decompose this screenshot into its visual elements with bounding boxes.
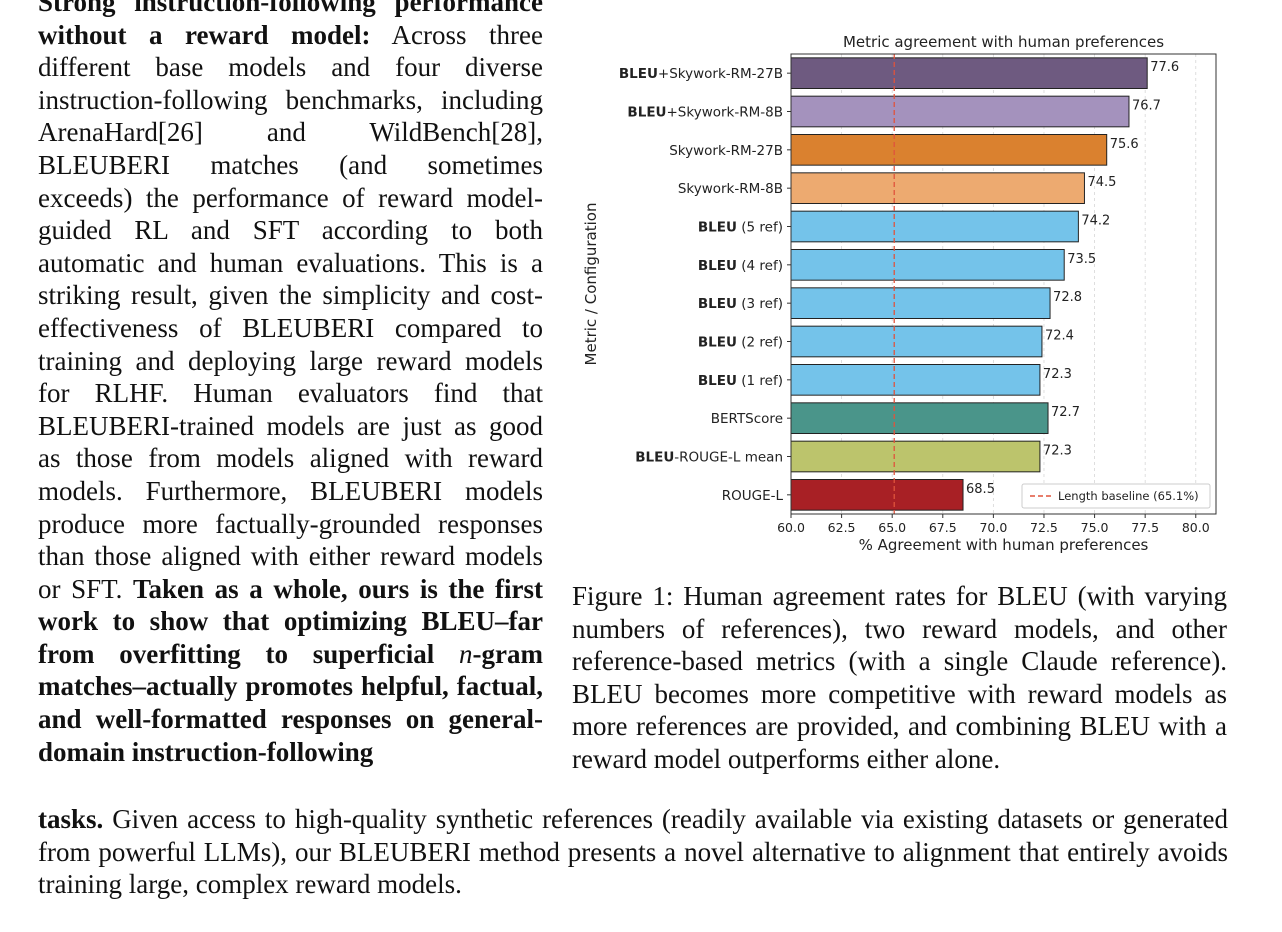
y-tick-label: BLEU (2 ref) (698, 335, 783, 351)
y-tick-label: BLEU (1 ref) (698, 373, 783, 389)
y-tick-label: Skywork-RM-27B (669, 143, 783, 159)
bold-claim-part2: -gram matches–actually promotes helpful,… (38, 638, 543, 767)
bar (790, 440, 1041, 473)
bottom-bold-start: tasks. (38, 804, 104, 834)
math-n: n (459, 638, 473, 669)
bar-value-label: 72.8 (1053, 290, 1082, 305)
bar (790, 402, 1049, 435)
bar (790, 57, 1148, 89)
bar-value-label: 77.6 (1150, 60, 1179, 75)
legend-label: Length baseline (65.1%) (1058, 489, 1199, 503)
figure-caption: Figure 1: Human agreement rates for BLEU… (572, 581, 1227, 774)
x-tick-label: 62.5 (828, 520, 856, 535)
y-tick-label: BLEU+Skywork-RM-27B (619, 66, 783, 82)
y-tick-label: BLEU+Skywork-RM-8B (627, 105, 783, 121)
y-tick-label: Skywork-RM-8B (678, 181, 783, 197)
lead-bold-heading: Strong instruction-following performance… (38, 0, 543, 50)
x-tick-label: 75.0 (1081, 520, 1109, 535)
bar-chart-svg: 77.6 BLEU+Skywork-RM-27B 76.7 BLEU+Skywork-… (582, 33, 1217, 554)
bar (790, 325, 1043, 358)
bar-value-label: 68.5 (966, 482, 995, 497)
y-tick-label: BLEU (5 ref) (698, 220, 783, 236)
bold-claim-part1: Taken as a whole, ours is the first work… (38, 573, 543, 669)
x-tick-label: 70.0 (979, 520, 1007, 535)
bar (790, 249, 1065, 281)
bottom-paragraph: tasks. Given access to high-quality synt… (38, 803, 1228, 901)
chart-title: Metric agreement with human preferences (843, 33, 1164, 51)
y-tick-label: ROUGE-L (722, 488, 784, 504)
y-tick-label: BLEU (3 ref) (698, 296, 783, 312)
bar-value-label: 72.3 (1043, 444, 1072, 459)
bar-value-label: 76.7 (1132, 99, 1161, 114)
bar (790, 134, 1108, 166)
x-tick-label: 77.5 (1131, 520, 1159, 535)
bar (790, 479, 964, 511)
x-tick-label: 67.5 (929, 520, 957, 535)
legend-box (1021, 483, 1211, 509)
plot-frame (790, 53, 1217, 515)
y-axis-label: Metric / Configuration (582, 203, 600, 366)
bar (790, 210, 1079, 243)
bar (790, 364, 1041, 396)
figure-1-chart: 77.6 BLEU+Skywork-RM-27B 76.7 BLEU+Skywork-… (574, 30, 1234, 560)
bar-value-label: 74.2 (1081, 214, 1110, 229)
y-tick-label: BLEU (4 ref) (698, 258, 783, 274)
bar (790, 95, 1130, 128)
bottom-paragraph-text: Given access to high-quality synthetic r… (38, 804, 1229, 900)
x-tick-label: 72.5 (1030, 520, 1058, 535)
bar (790, 287, 1051, 320)
x-axis-label: % Agreement with human preferences (859, 536, 1149, 554)
bar-value-label: 75.6 (1110, 137, 1139, 152)
left-body-text: Across three different base models and f… (38, 19, 544, 604)
y-tick-label: BERTScore (711, 411, 783, 427)
x-tick-label: 60.0 (777, 520, 805, 535)
bar-value-label: 72.4 (1045, 329, 1074, 344)
left-column-text: Strong instruction-following performance… (38, 0, 543, 768)
x-tick-label: 65.0 (878, 520, 906, 535)
bar-value-label: 72.3 (1043, 367, 1072, 382)
bar-value-label: 73.5 (1067, 252, 1096, 267)
bar-value-label: 74.5 (1087, 175, 1116, 190)
bar-value-label: 72.7 (1051, 405, 1080, 420)
bar (790, 172, 1085, 204)
y-tick-label: BLEU-ROUGE-L mean (635, 450, 783, 466)
x-tick-label: 80.0 (1182, 520, 1210, 535)
